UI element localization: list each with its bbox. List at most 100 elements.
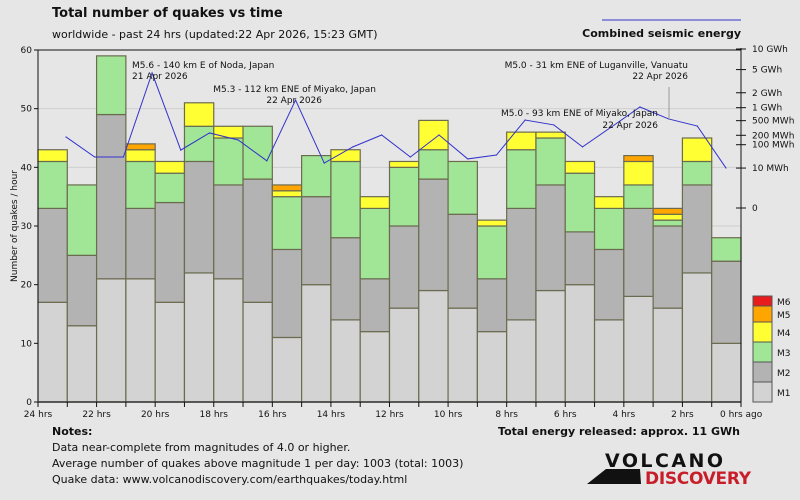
bar-m3 <box>535 137 566 186</box>
energy-tick-label: 0 <box>752 204 758 214</box>
bar-m3 <box>418 149 449 180</box>
annotation-4-date: 22 Apr 2026 <box>602 121 658 131</box>
bar-m4 <box>476 219 508 227</box>
annotation-3-date: 22 Apr 2026 <box>632 72 688 82</box>
bar-m4 <box>154 160 186 174</box>
y-axis-label: Number of quakes / hour <box>10 170 20 282</box>
bar-m1 <box>301 284 332 403</box>
bar-m1 <box>95 278 127 403</box>
energy-tick-label: 100 MWh <box>752 141 794 151</box>
x-tick-label: 22 hrs <box>82 410 111 420</box>
bar-m2 <box>242 178 273 303</box>
bar-m1 <box>476 331 508 403</box>
energy-point <box>409 156 411 158</box>
bar-m3 <box>506 149 537 210</box>
bar-m3 <box>213 137 244 186</box>
bar-m3 <box>271 196 303 251</box>
bar-m1 <box>418 289 449 403</box>
bar-m2 <box>711 260 742 344</box>
bar-m4 <box>359 196 391 210</box>
bar-m1 <box>535 289 566 403</box>
bar-m5 <box>623 155 654 163</box>
x-tick-label: 0 hrs ago <box>720 410 763 420</box>
legend-label-m3: M3 <box>777 349 791 359</box>
bar-m3 <box>95 55 127 116</box>
energy-tick-label: 10 GWh <box>752 45 788 55</box>
bar-m1 <box>330 319 361 403</box>
energy-point <box>725 167 727 169</box>
bar-m1 <box>242 301 273 403</box>
bar-m1 <box>623 295 654 403</box>
legend-label-m6: M6 <box>777 298 791 308</box>
bar-m4 <box>271 190 303 198</box>
energy-tick-label: 10 MWh <box>752 164 789 174</box>
bar-m2 <box>476 278 508 333</box>
bar-m2 <box>66 254 98 327</box>
energy-point <box>610 126 612 128</box>
legend-label-m4: M4 <box>777 329 791 339</box>
bar-m4 <box>330 149 361 163</box>
energy-point <box>180 149 182 151</box>
bar-m3 <box>330 160 361 239</box>
bar-m3 <box>711 237 742 262</box>
energy-point <box>294 99 297 101</box>
x-tick-label: 20 hrs <box>141 410 170 420</box>
notes-line-1: Data near-complete from magnitudes of 4.… <box>52 441 350 454</box>
x-tick-label: 18 hrs <box>200 410 229 420</box>
bar-m3 <box>183 125 215 163</box>
energy-line <box>65 71 727 169</box>
bar-m3 <box>242 125 273 180</box>
bar-m2 <box>154 201 186 303</box>
bar-m1 <box>213 278 244 403</box>
energy-point <box>495 154 498 156</box>
bar-m4 <box>125 149 156 163</box>
chart-title: Total number of quakes vs time <box>52 6 283 21</box>
bar-m3 <box>681 160 713 186</box>
bar-m3 <box>652 219 684 227</box>
volcanodiscovery-logo[interactable]: VOLCANO DISCOVERY <box>587 450 752 489</box>
bar-m4 <box>681 137 713 163</box>
bar-m4 <box>213 125 244 139</box>
energy-point <box>381 134 383 136</box>
bar-m3 <box>564 172 596 233</box>
bar-m2 <box>271 248 303 339</box>
energy-point <box>352 146 354 148</box>
bar-m2 <box>593 248 625 321</box>
notes-heading: Notes: <box>52 425 92 438</box>
energy-point <box>208 132 211 134</box>
bar-m1 <box>37 301 68 403</box>
bar-m4 <box>564 160 596 174</box>
y-tick-label: 20 <box>21 281 33 291</box>
energy-point <box>122 156 124 158</box>
energy-point <box>553 124 555 126</box>
x-tick-label: 4 hrs <box>612 410 635 420</box>
bar-m1 <box>183 272 215 403</box>
energy-point <box>65 136 67 138</box>
bar-m3 <box>37 160 68 209</box>
bar-m4 <box>37 149 68 163</box>
bar-m2 <box>301 196 332 286</box>
bar-m3 <box>388 166 420 227</box>
annotation-1-title: M5.6 - 140 km E of Noda, Japan <box>132 61 274 71</box>
bar-m1 <box>652 307 684 403</box>
legend-swatch-m1 <box>752 381 773 403</box>
bar-m1 <box>447 307 478 403</box>
legend-swatch-m6 <box>752 295 773 307</box>
bar-m4 <box>535 131 566 139</box>
bar-m2 <box>506 207 537 321</box>
bar-m2 <box>564 231 596 286</box>
bar-m2 <box>183 160 215 274</box>
volcano-logo-icon <box>587 469 641 484</box>
energy-tick-label: 1 GWh <box>752 104 782 114</box>
annotation-1-date: 21 Apr 2026 <box>132 72 188 82</box>
energy-legend-label: Combined seismic energy <box>582 27 741 40</box>
energy-point <box>438 134 440 136</box>
bar-m4 <box>183 102 215 127</box>
annotation-4-title: M5.0 - 93 km ENE of Miyako, Japan <box>501 109 658 119</box>
y-tick-label: 30 <box>21 222 33 232</box>
bar-m2 <box>388 225 420 309</box>
x-tick-label: 2 hrs <box>671 410 694 420</box>
energy-point <box>581 146 584 148</box>
logo-text-top: VOLCANO <box>605 450 723 472</box>
